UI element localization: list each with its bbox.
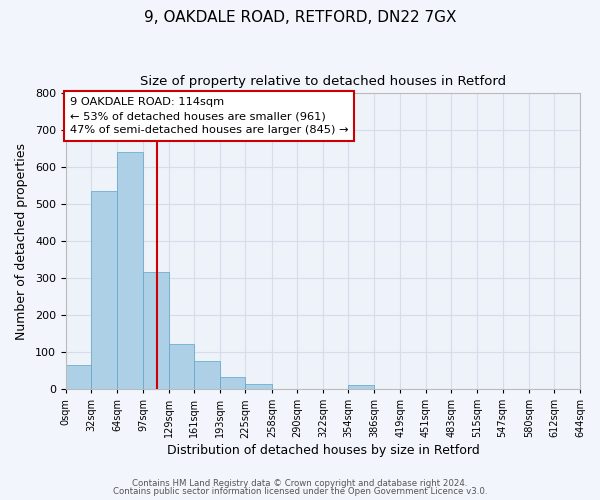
Text: Contains public sector information licensed under the Open Government Licence v3: Contains public sector information licen…: [113, 487, 487, 496]
Bar: [220, 377, 245, 389]
Bar: [194, 362, 220, 389]
Bar: [245, 384, 272, 389]
Bar: [349, 386, 374, 389]
Text: 9 OAKDALE ROAD: 114sqm
← 53% of detached houses are smaller (961)
47% of semi-de: 9 OAKDALE ROAD: 114sqm ← 53% of detached…: [70, 97, 348, 135]
Bar: [117, 152, 143, 389]
Y-axis label: Number of detached properties: Number of detached properties: [15, 142, 28, 340]
Bar: [169, 344, 194, 389]
X-axis label: Distribution of detached houses by size in Retford: Distribution of detached houses by size …: [167, 444, 479, 458]
Text: 9, OAKDALE ROAD, RETFORD, DN22 7GX: 9, OAKDALE ROAD, RETFORD, DN22 7GX: [144, 10, 456, 25]
Bar: [66, 365, 91, 389]
Text: Contains HM Land Registry data © Crown copyright and database right 2024.: Contains HM Land Registry data © Crown c…: [132, 478, 468, 488]
Bar: [91, 190, 117, 389]
Title: Size of property relative to detached houses in Retford: Size of property relative to detached ho…: [140, 75, 506, 88]
Bar: [143, 272, 169, 389]
